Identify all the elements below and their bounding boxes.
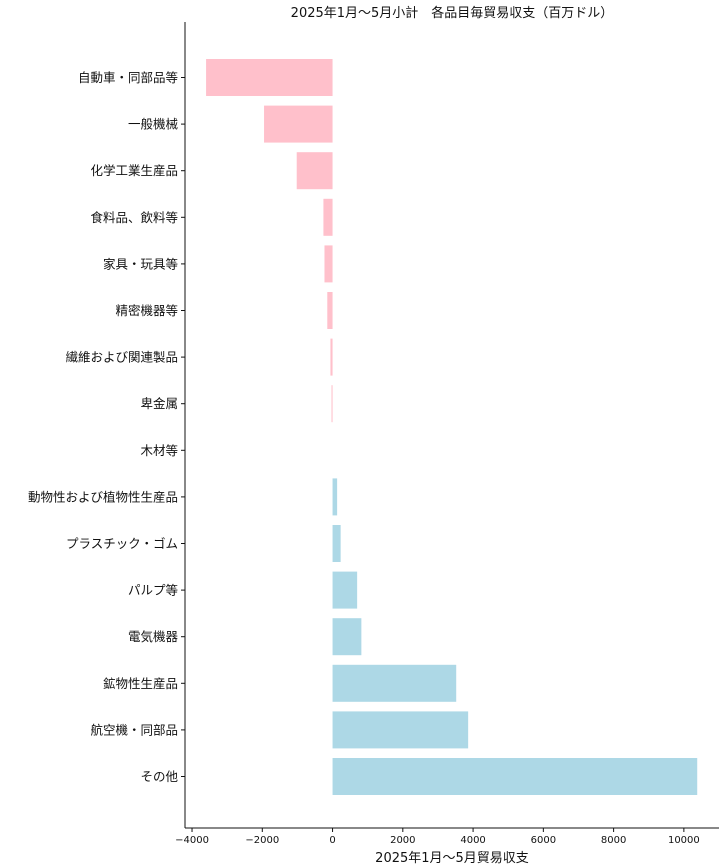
- x-tick-label-5: 6000: [531, 835, 556, 846]
- category-label-1: 一般機械: [128, 117, 179, 132]
- bars-group: [206, 59, 698, 795]
- category-label-3: 食料品、飲料等: [90, 210, 178, 225]
- category-label-4: 家具・玩具等: [103, 256, 178, 271]
- bar-4: [324, 245, 333, 283]
- category-labels-group: 自動車・同部品等一般機械化学工業生産品食料品、飲料等家具・玩具等精密機器等繊維お…: [28, 70, 185, 784]
- chart-title: 2025年1月～5月小計 各品目毎貿易収支（百万ドル）: [291, 5, 614, 21]
- category-label-9: 動物性および植物性生産品: [28, 489, 178, 504]
- bar-11: [332, 571, 358, 609]
- bar-2: [296, 152, 333, 190]
- x-tick-label-0: −4000: [175, 835, 209, 846]
- x-tick-label-6: 8000: [601, 835, 626, 846]
- bar-5: [327, 292, 333, 329]
- bar-7: [331, 385, 333, 423]
- category-label-6: 繊維および関連製品: [65, 350, 178, 365]
- x-tick-label-2: 0: [329, 835, 335, 846]
- bar-12: [332, 618, 362, 656]
- bar-13: [332, 664, 457, 702]
- x-axis-label: 2025年1月～5月貿易収支: [375, 851, 529, 866]
- bar-9: [332, 478, 338, 516]
- x-tick-label-4: 4000: [460, 835, 485, 846]
- category-label-8: 木材等: [140, 443, 178, 458]
- x-tick-label-1: −2000: [245, 835, 279, 846]
- bar-3: [323, 198, 333, 236]
- category-label-2: 化学工業生産品: [90, 163, 178, 178]
- category-label-7: 卑金属: [140, 396, 178, 411]
- bar-6: [330, 338, 333, 376]
- category-label-5: 精密機器等: [115, 303, 178, 318]
- category-label-15: その他: [140, 769, 178, 784]
- bar-15: [332, 758, 698, 795]
- category-label-13: 鉱物性生産品: [103, 676, 178, 691]
- x-axis: −4000 −2000 0 2000 4000 6000 8000 10000: [175, 827, 719, 846]
- x-tick-label-3: 2000: [390, 835, 415, 846]
- category-label-0: 自動車・同部品等: [78, 70, 178, 85]
- x-tick-label-7: 10000: [668, 835, 700, 846]
- bar-0: [206, 59, 333, 96]
- category-label-10: プラスチック・ゴム: [66, 536, 178, 551]
- bar-1: [264, 105, 333, 143]
- bar-14: [332, 711, 469, 749]
- category-label-12: 電気機器: [128, 629, 179, 644]
- bar-10: [332, 525, 341, 562]
- category-label-11: パルプ等: [128, 583, 178, 598]
- category-label-14: 航空機・同部品: [90, 722, 178, 737]
